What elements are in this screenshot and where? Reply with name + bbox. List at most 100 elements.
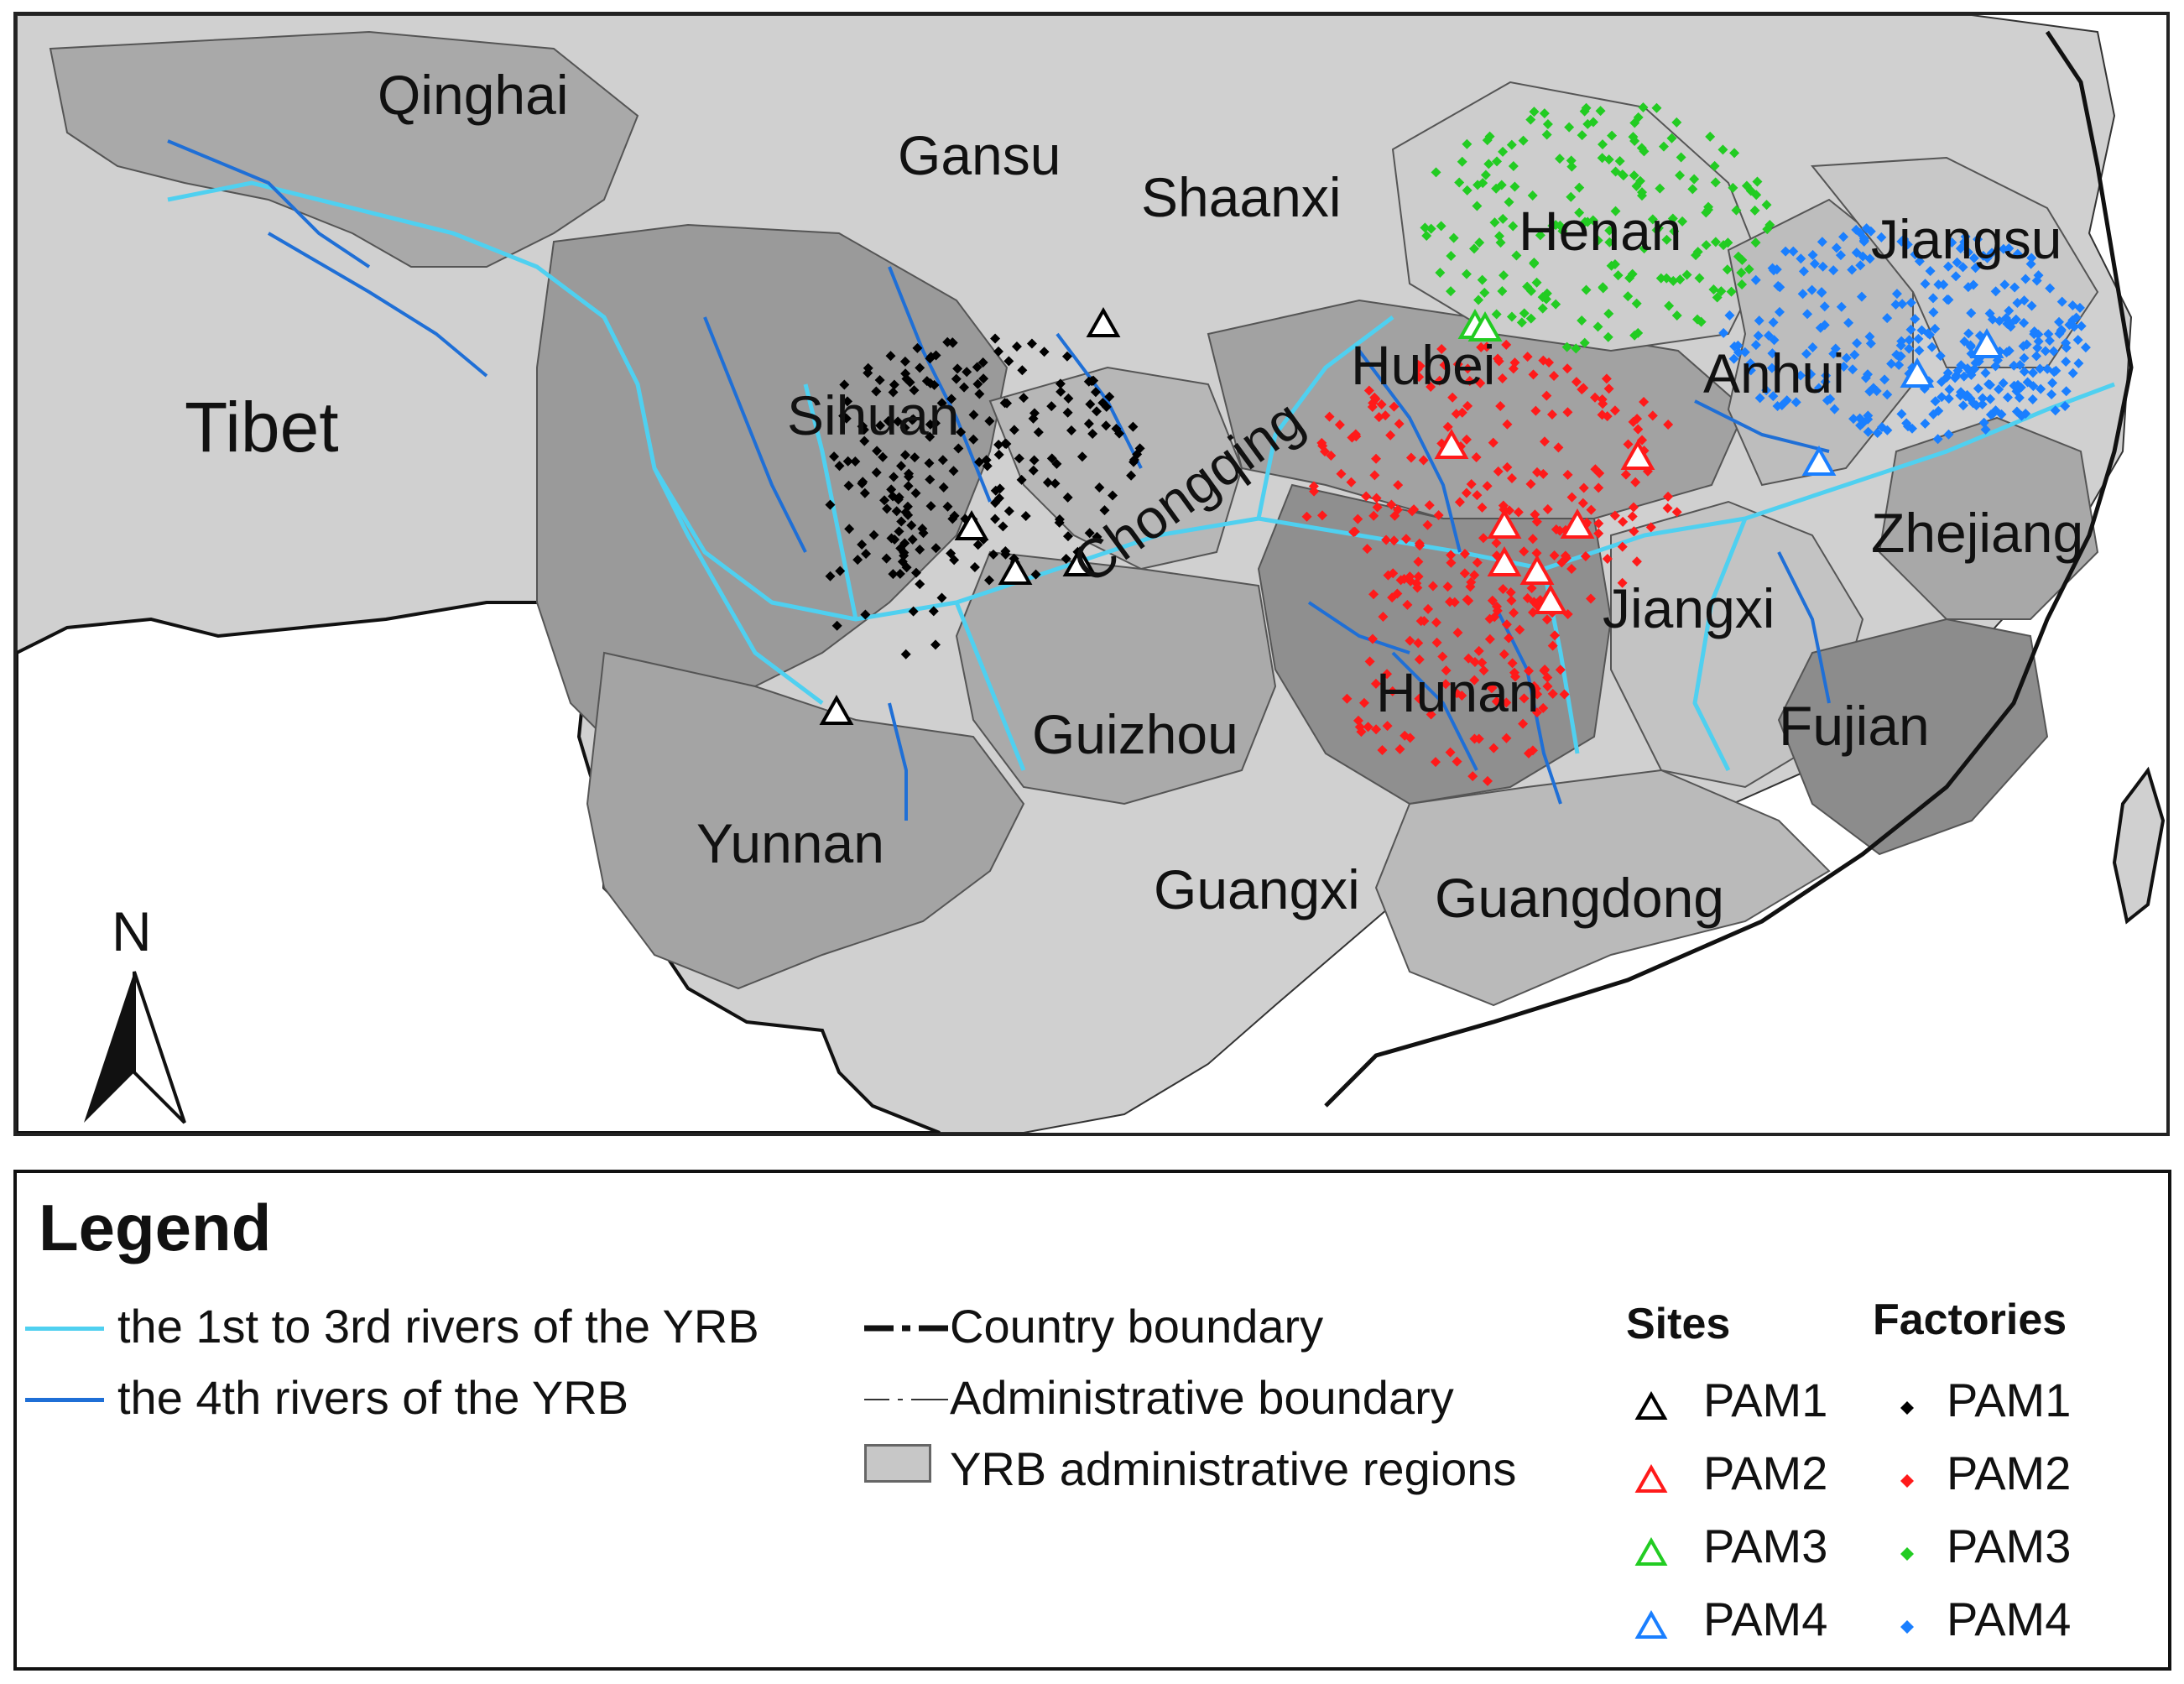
factory-dot [1531, 467, 1542, 477]
factory-dot [1817, 237, 1827, 248]
factory-dot [1526, 582, 1537, 593]
factory-dot [993, 346, 1004, 357]
factory-dot [1361, 491, 1372, 502]
factory-dot [1003, 356, 1014, 367]
factory-dot [1598, 282, 1608, 293]
country-boundary-swatch [864, 1325, 948, 1332]
factory-pam1-dot-icon [1900, 1401, 1914, 1415]
factory-dot [1798, 266, 1809, 277]
factory-dot [972, 362, 983, 373]
factory-dot [2061, 356, 2072, 367]
factory-dot [1944, 384, 1955, 395]
factory-dot [1028, 465, 1039, 476]
factory-dot [1468, 243, 1479, 254]
factory-dot [993, 449, 1004, 460]
factory-dot [1963, 328, 1974, 339]
factory-dot [2056, 325, 2067, 336]
factory-dot [1479, 287, 1490, 298]
factory-dot [1655, 183, 1665, 194]
factory-dot [982, 461, 993, 472]
factory-dot [1598, 399, 1608, 409]
factory-dot [871, 467, 882, 478]
factory-dot [1571, 343, 1582, 354]
factory-dot [1501, 733, 1512, 743]
factory-dot [1368, 589, 1379, 600]
factory-dot [1871, 385, 1882, 396]
factory-dot [1459, 548, 1470, 559]
factory-dot [1466, 576, 1477, 587]
factory-dot [1847, 264, 1858, 275]
factory-dot [1499, 270, 1509, 281]
factory-dot [1480, 169, 1491, 180]
factory-dot [1767, 263, 1778, 274]
factory-dot [1524, 665, 1535, 676]
factory-dot [1865, 226, 1876, 237]
factory-dot [908, 414, 919, 425]
factory-dot [1780, 246, 1791, 257]
factory-dot [2020, 274, 2031, 284]
factory-dot [936, 592, 947, 603]
factory-dot [2016, 410, 2027, 421]
factory-dot [868, 529, 879, 540]
factory-dot [2019, 352, 2030, 363]
factory-dot [2064, 320, 2075, 331]
factory-dot [1385, 430, 1396, 441]
factory-dot [1469, 657, 1480, 668]
factory-dot [998, 521, 1009, 532]
factory-dot [1368, 510, 1379, 521]
factory-dot [1905, 324, 1916, 335]
factory-dot [930, 418, 941, 429]
factory-dot [843, 480, 854, 491]
legend-factory-pam4: PAM4 [1947, 1593, 2072, 1645]
factory-dot [1498, 584, 1509, 595]
factory-dot [1491, 309, 1502, 320]
factory-dot [969, 561, 980, 572]
factory-dot [1876, 232, 1887, 242]
factory-dot [1663, 420, 1674, 430]
factory-dot [904, 468, 915, 479]
factory-dot [1369, 470, 1380, 481]
factory-dot [1820, 377, 1831, 388]
factory-dot [1795, 370, 1806, 381]
factory-dot [1000, 438, 1011, 449]
factory-dot [1487, 595, 1498, 606]
factory-dot [1501, 619, 1512, 630]
label-sihuan: Sihuan [787, 384, 960, 446]
factory-dot [1011, 341, 1022, 352]
factory-dot [1985, 394, 1996, 404]
factory-dot [1301, 511, 1312, 522]
factory-pam3-dot-icon [1900, 1547, 1914, 1561]
rivers-1st-3rd [167, 180, 2115, 772]
label-anhui: Anhui [1703, 342, 1845, 404]
factory-dot [2080, 342, 2091, 353]
factory-dot [1581, 102, 1592, 113]
factory-dot [1604, 225, 1615, 236]
factory-dot [1901, 418, 1912, 429]
factory-dot [978, 373, 989, 384]
factory-dot [1445, 747, 1456, 758]
factory-dot [1382, 669, 1393, 680]
factory-dot [1750, 340, 1761, 351]
factory-dot [1623, 439, 1634, 450]
factory-dot [1864, 386, 1875, 397]
factory-dot [988, 549, 998, 560]
factory-dot [1856, 291, 1867, 302]
factory-dot [871, 386, 882, 397]
factory-dot [1942, 294, 1952, 305]
factory-dot [825, 499, 836, 510]
factory-dot [1104, 391, 1115, 402]
factory-dot [838, 410, 849, 421]
factory-dot [1061, 554, 1071, 565]
factory-dot [899, 538, 910, 549]
legend-site-pam3: PAM3 [1703, 1520, 1828, 1572]
factory-dot [1978, 393, 1989, 404]
factory-dot [1009, 425, 1019, 435]
factory-dot [972, 378, 983, 389]
factory-dot [1623, 291, 1634, 302]
factory-dot [1371, 724, 1382, 735]
factory-dot [2035, 363, 2046, 374]
label-guizhou: Guizhou [1032, 703, 1238, 765]
factory-dot [1482, 341, 1493, 352]
factory-dot [1523, 748, 1534, 759]
factory-dot [2005, 318, 2016, 329]
